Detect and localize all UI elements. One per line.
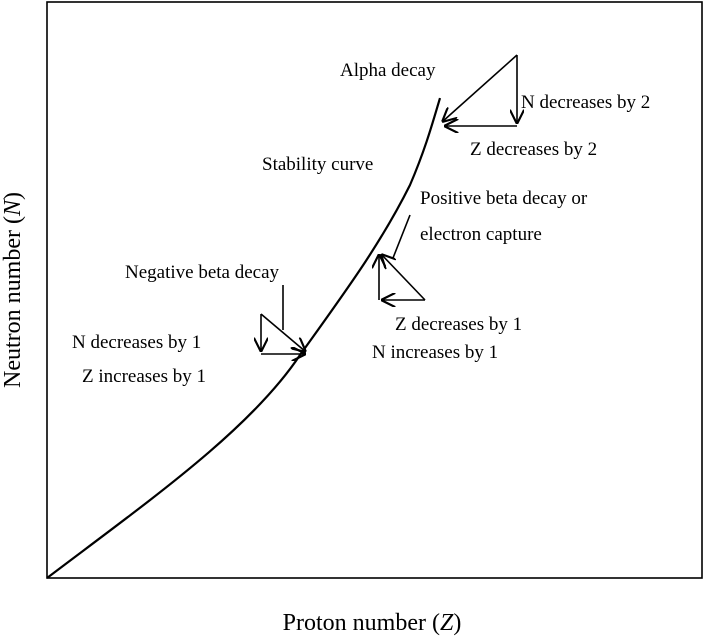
arrow	[381, 254, 426, 301]
x-axis-label: Proton number (Z)	[283, 610, 462, 636]
curve-label: Stability curve	[262, 154, 373, 175]
pointer	[392, 214, 411, 259]
arrow	[442, 54, 518, 122]
y-axis-label: Neutron number (N)	[0, 192, 26, 388]
negative-beta-z-change: Z increases by 1	[82, 366, 206, 387]
positive-beta-z-change: Z decreases by 1	[395, 314, 522, 335]
positive-beta-n-change: N increases by 1	[372, 342, 498, 363]
stability-curve	[46, 97, 442, 579]
negative-beta-title: Negative beta decay	[125, 262, 280, 283]
alpha-title: Alpha decay	[340, 60, 436, 81]
arrow	[260, 313, 306, 352]
positive-beta-title: electron capture	[420, 224, 542, 245]
alpha-z-change: Z decreases by 2	[470, 139, 597, 160]
alpha-n-change: N decreases by 2	[521, 92, 650, 113]
positive-beta-title: Positive beta decay or	[420, 188, 588, 209]
negative-beta-n-change: N decreases by 1	[72, 332, 201, 353]
plot-frame	[46, 1, 703, 579]
